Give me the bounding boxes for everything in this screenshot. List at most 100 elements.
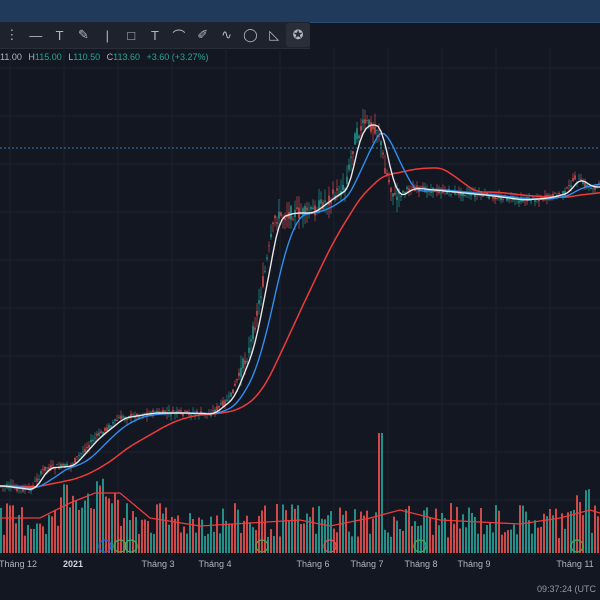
volume-bar bbox=[567, 512, 569, 553]
volume-bar bbox=[516, 534, 518, 553]
horizontal-line-icon[interactable]: — bbox=[29, 27, 43, 43]
volume-bar bbox=[159, 503, 161, 553]
volume-bar bbox=[201, 519, 203, 553]
candle bbox=[440, 192, 442, 194]
path-icon[interactable]: ∿ bbox=[221, 27, 232, 42]
volume-bar bbox=[558, 537, 560, 553]
volume-bar bbox=[321, 518, 323, 553]
volume-bar bbox=[225, 520, 227, 553]
volume-bar bbox=[264, 505, 266, 553]
candle bbox=[256, 310, 258, 316]
text-tool-icon[interactable]: T bbox=[55, 27, 64, 43]
volume-bar bbox=[369, 533, 371, 553]
candle bbox=[518, 200, 520, 203]
volume-bar bbox=[180, 532, 182, 553]
time-axis[interactable]: Tháng 12 2021 Tháng 3 Tháng 4 Tháng 6 Tháng 7… bbox=[0, 556, 600, 572]
candle bbox=[102, 431, 104, 435]
candle bbox=[280, 212, 282, 216]
candle bbox=[42, 469, 44, 471]
candle bbox=[494, 194, 496, 200]
price-chart[interactable] bbox=[0, 48, 600, 556]
ma-mid-line bbox=[0, 132, 600, 489]
candle bbox=[384, 168, 386, 174]
volume-bar bbox=[375, 512, 377, 553]
volume-bar bbox=[297, 505, 299, 553]
volume-bar bbox=[189, 513, 191, 553]
drawing-toolbar: ⋮ — T ✎ | □ T ⌒ ✐ ∿ ◯ ◺ ✪ bbox=[0, 22, 310, 49]
menu-dots[interactable]: ⋮ bbox=[5, 27, 19, 42]
volume-bar bbox=[144, 519, 146, 553]
candle bbox=[572, 178, 574, 181]
volume-bar bbox=[456, 506, 458, 553]
volume-bar bbox=[300, 524, 302, 553]
volume-bar bbox=[81, 507, 83, 553]
candle bbox=[352, 151, 354, 155]
candle bbox=[360, 126, 362, 131]
candle bbox=[276, 222, 278, 224]
candle bbox=[46, 467, 48, 469]
volume-bar bbox=[138, 533, 140, 553]
volume-bar bbox=[336, 532, 338, 553]
volume-bar bbox=[342, 514, 344, 553]
volume-bar bbox=[111, 503, 113, 553]
volume-bar bbox=[255, 529, 257, 553]
volume-bar bbox=[153, 533, 155, 553]
volume-bar bbox=[357, 536, 359, 553]
candle bbox=[176, 410, 178, 414]
triangle-icon[interactable]: ◺ bbox=[269, 27, 280, 42]
candle bbox=[136, 413, 138, 416]
candle bbox=[568, 185, 570, 186]
rectangle-icon[interactable]: □ bbox=[127, 27, 136, 43]
candle bbox=[214, 409, 216, 413]
legend-change: +3.60 (+3.27%) bbox=[146, 52, 209, 62]
volume-bar bbox=[348, 531, 350, 553]
candle bbox=[372, 125, 374, 130]
candle bbox=[354, 133, 356, 145]
candle bbox=[114, 419, 116, 421]
volume-bar bbox=[552, 515, 554, 553]
candle bbox=[80, 453, 82, 455]
candle bbox=[112, 422, 114, 424]
volume-bar bbox=[450, 503, 452, 553]
settings-star-icon[interactable]: ✪ bbox=[286, 23, 310, 47]
time-axis-label: Tháng 7 bbox=[350, 559, 384, 569]
candle bbox=[310, 206, 312, 210]
curve-icon[interactable]: ⌒ bbox=[172, 28, 186, 44]
candle bbox=[216, 406, 218, 411]
candle bbox=[272, 222, 274, 225]
volume-bar bbox=[216, 515, 218, 553]
volume-bar bbox=[528, 520, 530, 553]
volume-bar bbox=[570, 511, 572, 553]
candle bbox=[130, 413, 132, 418]
brush-icon[interactable]: ✎ bbox=[78, 27, 89, 42]
volume-bar bbox=[135, 517, 137, 553]
candle bbox=[292, 219, 294, 221]
volume-bar bbox=[435, 508, 437, 553]
volume-bar bbox=[501, 534, 503, 553]
candle bbox=[74, 457, 76, 463]
volume-bar bbox=[246, 515, 248, 553]
volume-bar bbox=[117, 499, 119, 553]
candle bbox=[218, 405, 220, 408]
volume-bar bbox=[426, 507, 428, 553]
candle bbox=[290, 206, 292, 220]
candle bbox=[58, 467, 60, 469]
pencil-icon[interactable]: ✐ bbox=[197, 27, 209, 42]
candle bbox=[238, 372, 240, 376]
legend-close-label: C bbox=[106, 52, 114, 62]
candle bbox=[348, 164, 350, 170]
candle bbox=[134, 416, 136, 419]
candle bbox=[502, 198, 504, 200]
volume-bar bbox=[108, 498, 110, 553]
ellipse-icon[interactable]: ◯ bbox=[243, 27, 258, 42]
volume-bar bbox=[339, 507, 341, 553]
volume-bar bbox=[468, 507, 470, 553]
candle bbox=[246, 361, 248, 363]
candle bbox=[582, 181, 584, 184]
candle bbox=[108, 424, 110, 429]
candle bbox=[318, 200, 320, 213]
vertical-line-icon[interactable]: | bbox=[105, 27, 109, 43]
text-icon[interactable]: T bbox=[151, 27, 159, 43]
volume-bar bbox=[48, 514, 50, 553]
volume-bar bbox=[168, 524, 170, 553]
